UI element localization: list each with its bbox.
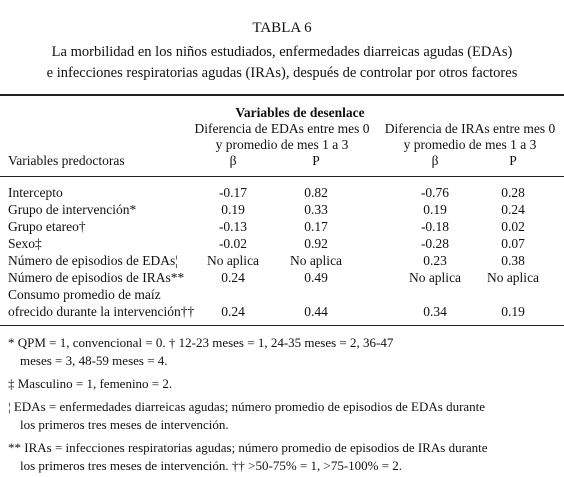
rule	[0, 176, 564, 177]
cell: 0.82	[304, 185, 328, 200]
footnote: meses = 3, 48-59 meses = 4.	[20, 353, 168, 368]
cell: -0.13	[218, 219, 248, 234]
cell: 0.24	[501, 202, 525, 217]
column-header: β	[431, 153, 439, 168]
cell: 0.24	[221, 304, 245, 319]
cell: 0.28	[501, 185, 525, 200]
outcome-header: Diferencia de EDAs entre mes 0	[194, 121, 370, 136]
cell: No aplica	[206, 253, 260, 268]
cell: 0.23	[423, 253, 447, 268]
group-header: Variables de desenlace	[235, 105, 365, 120]
footnote: los primeros tres meses de intervención.	[20, 417, 229, 432]
column-header: Variables predoctoras	[8, 153, 125, 168]
cell: 0.07	[501, 236, 525, 251]
cell: 0.17	[304, 219, 328, 234]
cell: 0.49	[304, 270, 328, 285]
cell: 0.02	[501, 219, 525, 234]
row-label: Intercepto	[8, 185, 63, 200]
row-label: Número de episodios de IRAs**	[8, 270, 185, 285]
outcome-header: y promedio de mes 1 a 3	[215, 137, 349, 152]
cell: 0.34	[423, 304, 447, 319]
cell: -0.28	[420, 236, 450, 251]
rule	[0, 325, 564, 326]
cell: 0.19	[501, 304, 525, 319]
row-label: Consumo promedio de maíz	[8, 287, 161, 302]
cell: 0.44	[304, 304, 328, 319]
footnote: * QPM = 1, convencional = 0. † 12-23 mes…	[8, 335, 394, 350]
cell: -0.17	[218, 185, 248, 200]
row-label: Sexo‡	[8, 236, 42, 251]
row-label: Número de episodios de EDAs¦	[8, 253, 178, 268]
footnote: ¦ EDAs = enfermedades diarreicas agudas;…	[8, 399, 486, 414]
caption-line: La morbilidad en los niños estudiados, e…	[51, 44, 513, 60]
column-header: P	[509, 153, 517, 168]
cell: 0.19	[221, 202, 245, 217]
outcome-header: Diferencia de IRAs entre mes 0	[384, 121, 556, 136]
cell: -0.02	[218, 236, 248, 251]
cell: -0.18	[420, 219, 450, 234]
footnote: ** IRAs = infecciones respiratorias agud…	[8, 440, 488, 455]
table-title: TABLA 6	[252, 20, 312, 36]
row-label: ofrecido durante la intervención††	[8, 304, 195, 319]
cell: 0.24	[221, 270, 245, 285]
cell: 0.38	[501, 253, 525, 268]
cell: No aplica	[486, 270, 540, 285]
column-header: β	[229, 153, 237, 168]
cell: -0.76	[420, 185, 450, 200]
rule	[0, 94, 564, 96]
cell: 0.19	[423, 202, 447, 217]
cell: 0.33	[304, 202, 328, 217]
row-label: Grupo etareo†	[8, 219, 86, 234]
column-header: P	[312, 153, 320, 168]
cell: No aplica	[289, 253, 343, 268]
footnote: los primeros tres meses de intervención.…	[20, 458, 403, 473]
row-label: Grupo de intervención*	[8, 202, 137, 217]
caption-line: e infecciones respiratorias agudas (IRAs…	[46, 65, 518, 81]
footnote: ‡ Masculino = 1, femenino = 2.	[8, 376, 173, 391]
outcome-header: y promedio de mes 1 a 3	[403, 137, 537, 152]
cell: 0.92	[304, 236, 328, 251]
cell: No aplica	[408, 270, 462, 285]
